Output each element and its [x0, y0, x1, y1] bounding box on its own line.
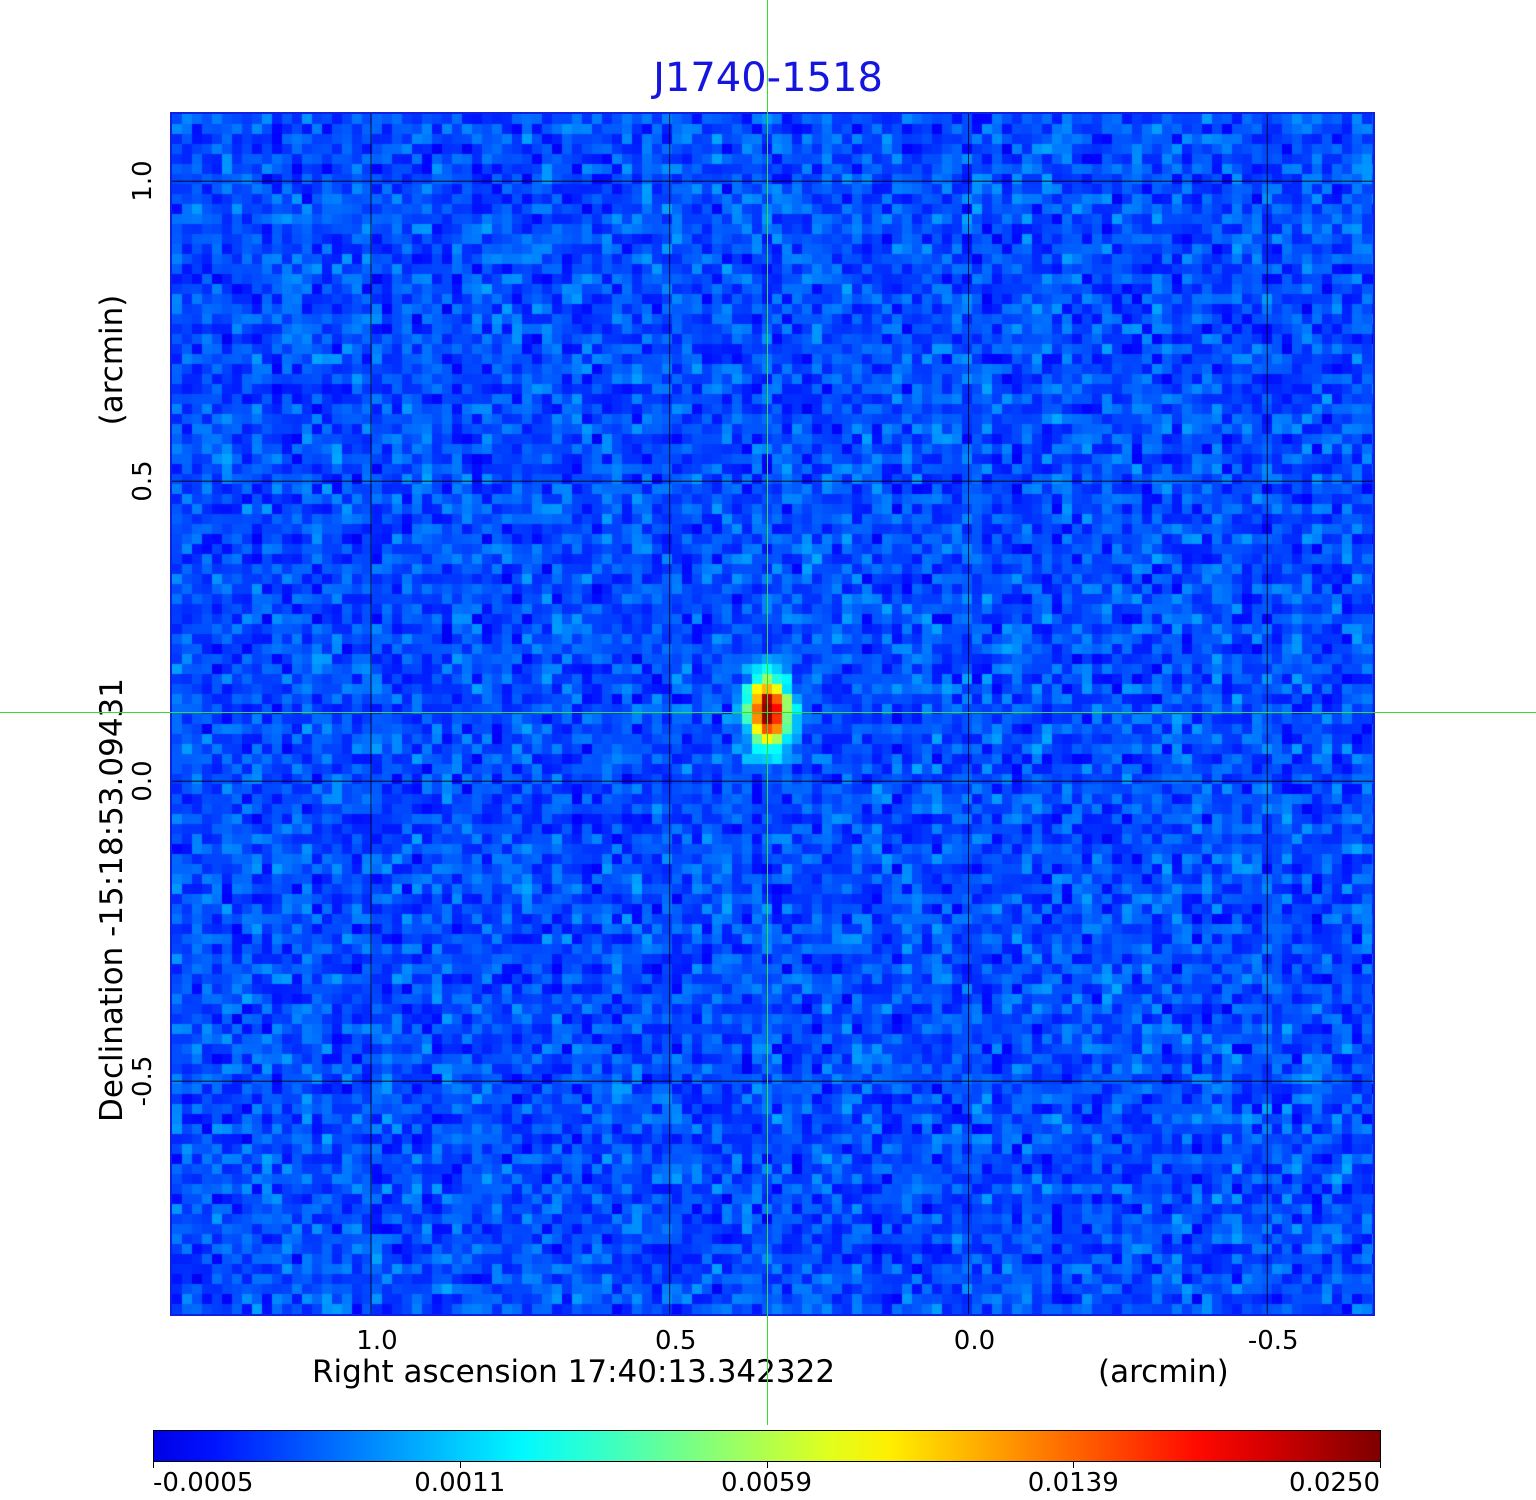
colorbar-tick-label: 0.0139: [1027, 1468, 1119, 1498]
x-tick-label: -0.5: [1247, 1326, 1299, 1356]
y-axis-label: Declination -15:18:53.09431: [94, 678, 130, 1122]
colorbar-tick: [153, 1462, 154, 1468]
y-tick-label: 0.0: [128, 760, 158, 802]
y-tick-label: -0.5: [128, 1055, 158, 1107]
colorbar-tick: [1073, 1462, 1075, 1468]
y-tick-label: 0.5: [128, 460, 158, 502]
colorbar-tick-label: 0.0059: [721, 1468, 812, 1498]
colorbar-tick-label: 0.0011: [414, 1468, 506, 1498]
sky-image[interactable]: [172, 114, 1373, 1314]
x-axis-unit: (arcmin): [1098, 1354, 1229, 1390]
plot-frame: [170, 112, 1375, 1316]
chart-title: J1740-1518: [653, 55, 883, 101]
y-axis-unit: (arcmin): [94, 294, 130, 426]
coordinate-grid: [172, 114, 1373, 1314]
x-axis-label: Right ascension 17:40:13.342322: [312, 1354, 836, 1390]
colorbar-tick: [766, 1462, 768, 1468]
crosshair-horizontal: [0, 712, 1536, 713]
colorbar: [153, 1430, 1381, 1462]
colorbar-tick-label: -0.0005: [153, 1468, 254, 1498]
colorbar-tick-label: 0.0250: [1289, 1468, 1380, 1498]
colorbar-tick: [459, 1462, 461, 1468]
x-tick-label: 1.0: [356, 1326, 398, 1356]
x-tick-label: 0.0: [953, 1326, 996, 1356]
y-tick-label: 1.0: [128, 160, 158, 202]
colorbar-tick: [1380, 1462, 1381, 1468]
x-tick-label: 0.5: [655, 1326, 697, 1356]
